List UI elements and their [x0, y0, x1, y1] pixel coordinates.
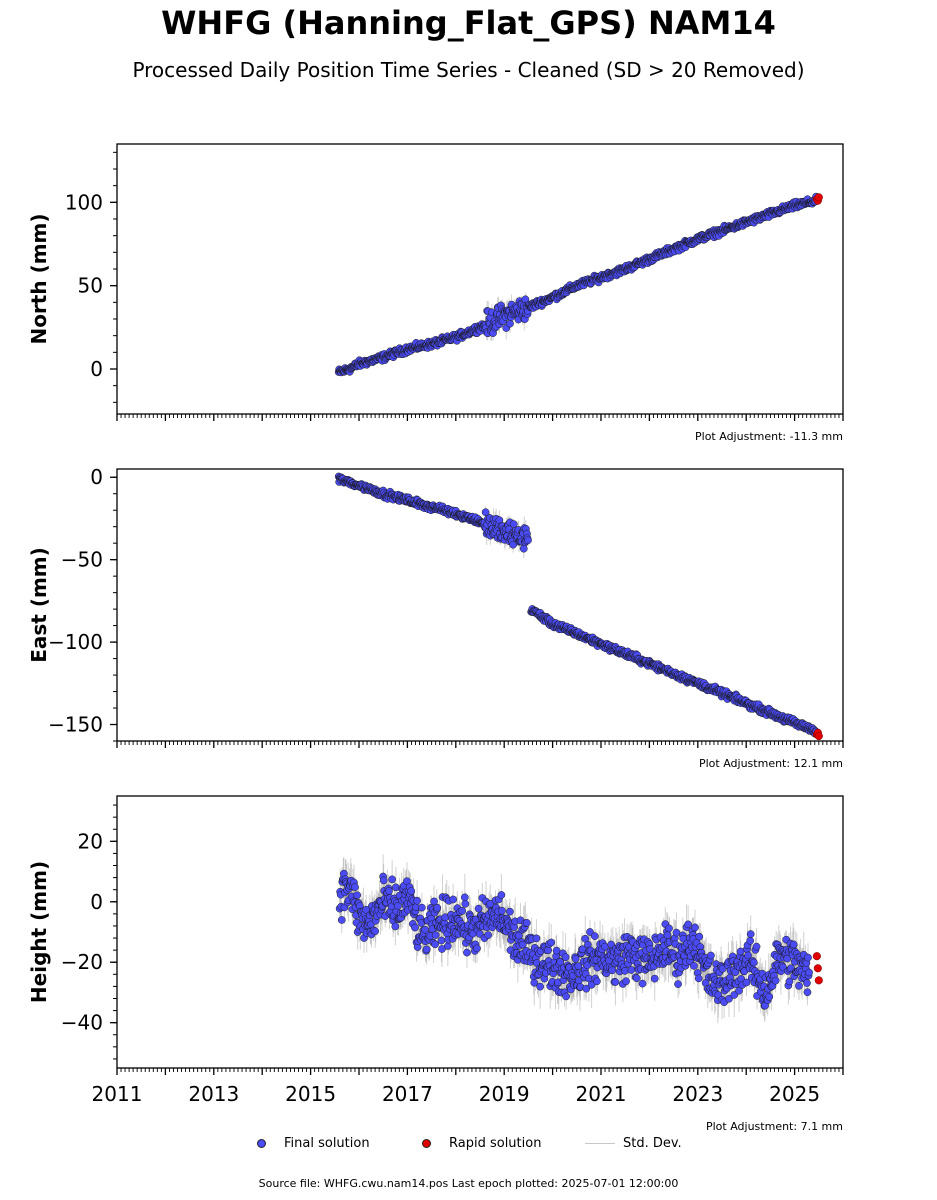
- final-point: [337, 916, 346, 924]
- final-points: [335, 869, 813, 1010]
- y-tick-label: −100: [48, 630, 103, 654]
- y-tick-label: −50: [61, 548, 103, 572]
- final-points: [334, 472, 820, 738]
- data-area: [334, 472, 823, 741]
- final-points: [334, 192, 820, 377]
- panel-2: 0 −50 −100 −150 East (mm) Plot Adjustment: 12…: [27, 465, 844, 770]
- axes-frame: [116, 143, 844, 415]
- final-point: [351, 883, 359, 891]
- y-axis-label: East (mm): [27, 547, 51, 663]
- final-point: [506, 319, 514, 328]
- rapid-points: [812, 728, 823, 741]
- y-tick-label: 50: [78, 274, 103, 298]
- data-area: [334, 192, 823, 377]
- y-tick-label: 0: [90, 465, 103, 489]
- plot-adjustment-note: Plot Adjustment: -11.3 mm: [695, 430, 843, 443]
- y-tick-label: 100: [65, 190, 103, 214]
- chart-title: WHFG (Hanning_Flat_GPS) NAM14: [161, 4, 776, 42]
- rapid-point: [814, 193, 823, 202]
- final-point: [509, 520, 518, 528]
- y-axis-label: North (mm): [27, 213, 51, 344]
- data-area: [335, 854, 823, 1024]
- plot-adjustment-note: Plot Adjustment: 12.1 mm: [699, 757, 843, 770]
- rapid-point: [814, 732, 823, 741]
- chart-subtitle: Processed Daily Position Time Series - C…: [132, 58, 805, 82]
- rapid-points: [812, 193, 823, 205]
- final-point: [481, 508, 490, 517]
- y-tick-label: −150: [48, 713, 103, 737]
- final-point: [524, 536, 532, 545]
- final-point: [353, 891, 361, 900]
- y-tick-label: 0: [90, 357, 103, 381]
- final-point: [519, 544, 528, 553]
- panel-1: 0 50 100 North (mm) Plot Adjustment: -11.3 m…: [27, 143, 844, 443]
- final-point: [371, 927, 380, 936]
